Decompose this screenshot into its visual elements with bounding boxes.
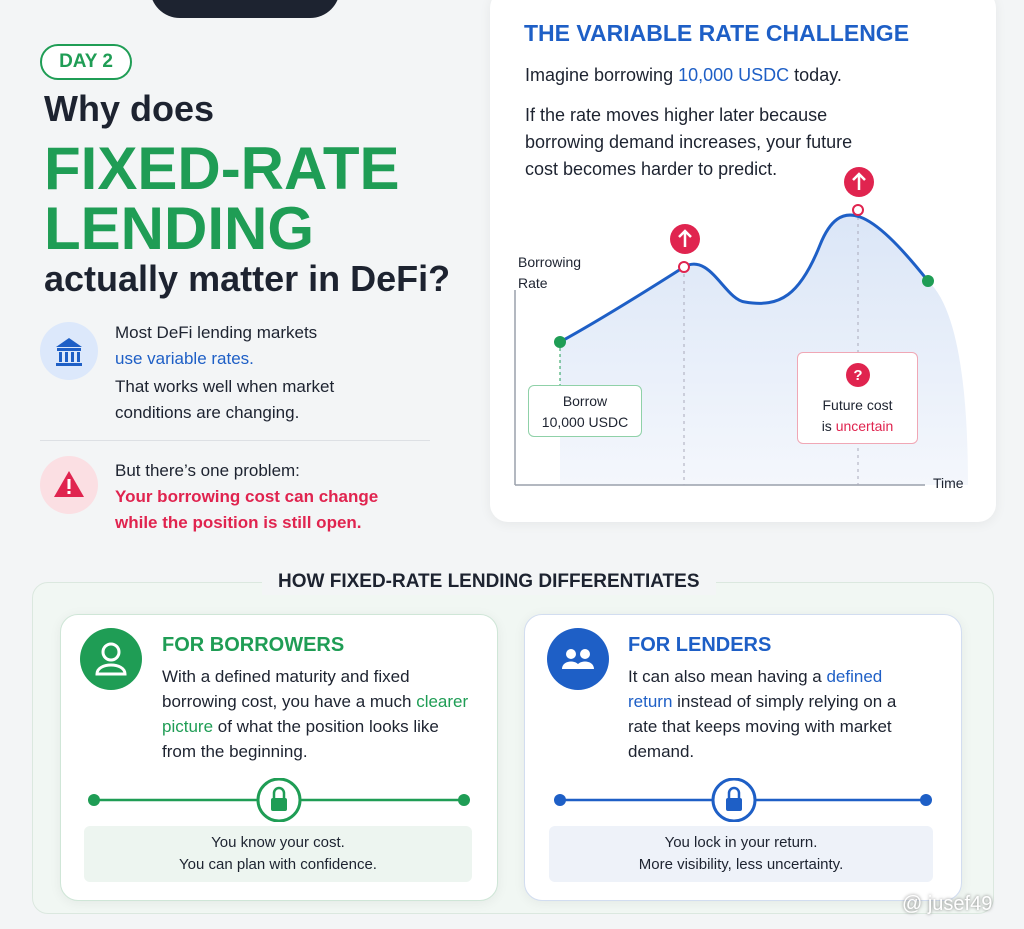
text: today. [794, 65, 842, 85]
peak-dot [678, 261, 690, 273]
up-arrow [678, 229, 692, 247]
top-tab [150, 0, 340, 18]
end-dot [922, 275, 934, 287]
card-title: FOR BORROWERS [162, 634, 345, 656]
section-title: HOW FIXED-RATE LENDING DIFFERENTIATES [262, 569, 716, 595]
point-text: Most DeFi lending markets use variable r… [115, 320, 385, 426]
text: is uncertain [798, 416, 917, 437]
day-badge: DAY 2 [40, 44, 132, 80]
text: Most DeFi lending markets [115, 323, 318, 342]
highlight: uncertain [835, 418, 894, 434]
highlight: 10,000 USDC [678, 65, 790, 85]
lock-line [88, 778, 470, 822]
uncertain-box: ? Future cost is uncertain [797, 352, 918, 444]
intro: Imagine borrowing 10,000 USDC today. [525, 62, 842, 88]
text: Borrow [562, 393, 608, 409]
headline-highlight: FIXED-RATE [44, 135, 400, 202]
headline-line: Why does [44, 88, 215, 129]
divider [40, 440, 430, 441]
highlight: defined return [628, 667, 883, 711]
text: More visibility, less uncertainty. [638, 856, 844, 873]
lock-line [554, 778, 932, 822]
text: But there’s one problem: [115, 461, 300, 480]
text: Imagine borrowing [525, 65, 674, 85]
headline-line: actually matter in DeFi? [44, 258, 451, 299]
bank-icon [40, 322, 98, 380]
point-text: But there’s one problem: Your borrowing … [115, 458, 415, 536]
person-icon [80, 628, 142, 690]
text: With a defined maturity and fixed borrow… [162, 667, 412, 711]
svg-text:?: ? [853, 367, 862, 384]
x-axis-label: Time [933, 475, 964, 491]
text: It can also mean having a [628, 667, 822, 686]
card-text: With a defined maturity and fixed borrow… [162, 664, 472, 764]
text: You can plan with confidence. [179, 856, 377, 873]
borrow-box: Borrow 10,000 USDC [528, 385, 642, 437]
text: of what the position looks like from the… [162, 717, 439, 761]
highlight: Your borrowing cost can change while the… [115, 487, 379, 532]
text: That works well when market conditions a… [115, 377, 335, 422]
text: is [821, 418, 832, 434]
highlight: use variable rates. [115, 349, 254, 368]
up-icon [844, 167, 874, 197]
card-text: It can also mean having a defined return… [628, 664, 928, 764]
question-icon: ? [846, 363, 870, 387]
rate-line [559, 213, 930, 344]
watermark: @ jusef49 [902, 893, 993, 915]
warning-icon [40, 456, 98, 514]
headline-highlight: LENDING [44, 195, 314, 262]
note-box: You know your cost. You can plan with co… [84, 826, 472, 882]
highlight: clearer picture [162, 692, 469, 736]
people-icon [547, 628, 609, 690]
text: 10,000 USDC [541, 414, 629, 430]
text: You know your cost. [211, 834, 345, 851]
start-dot [554, 336, 566, 348]
card-title: THE VARIABLE RATE CHALLENGE [524, 20, 910, 46]
card-title: FOR LENDERS [628, 634, 772, 656]
text: You lock in your return. [664, 834, 818, 851]
rate-chart [514, 204, 968, 486]
body: If the rate moves higher later because b… [525, 105, 853, 179]
y-axis-label: Borrowing Rate [518, 254, 582, 291]
note-box: You lock in your return. More visibility… [549, 826, 933, 882]
text: Future cost [822, 397, 893, 413]
peak-dot [852, 204, 864, 216]
text: instead of simply relying on a rate that… [628, 692, 897, 761]
